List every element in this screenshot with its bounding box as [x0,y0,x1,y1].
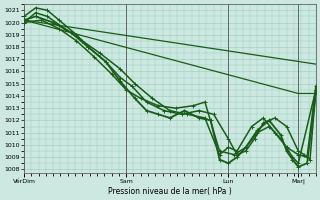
X-axis label: Pression niveau de la mer( hPa ): Pression niveau de la mer( hPa ) [108,187,232,196]
